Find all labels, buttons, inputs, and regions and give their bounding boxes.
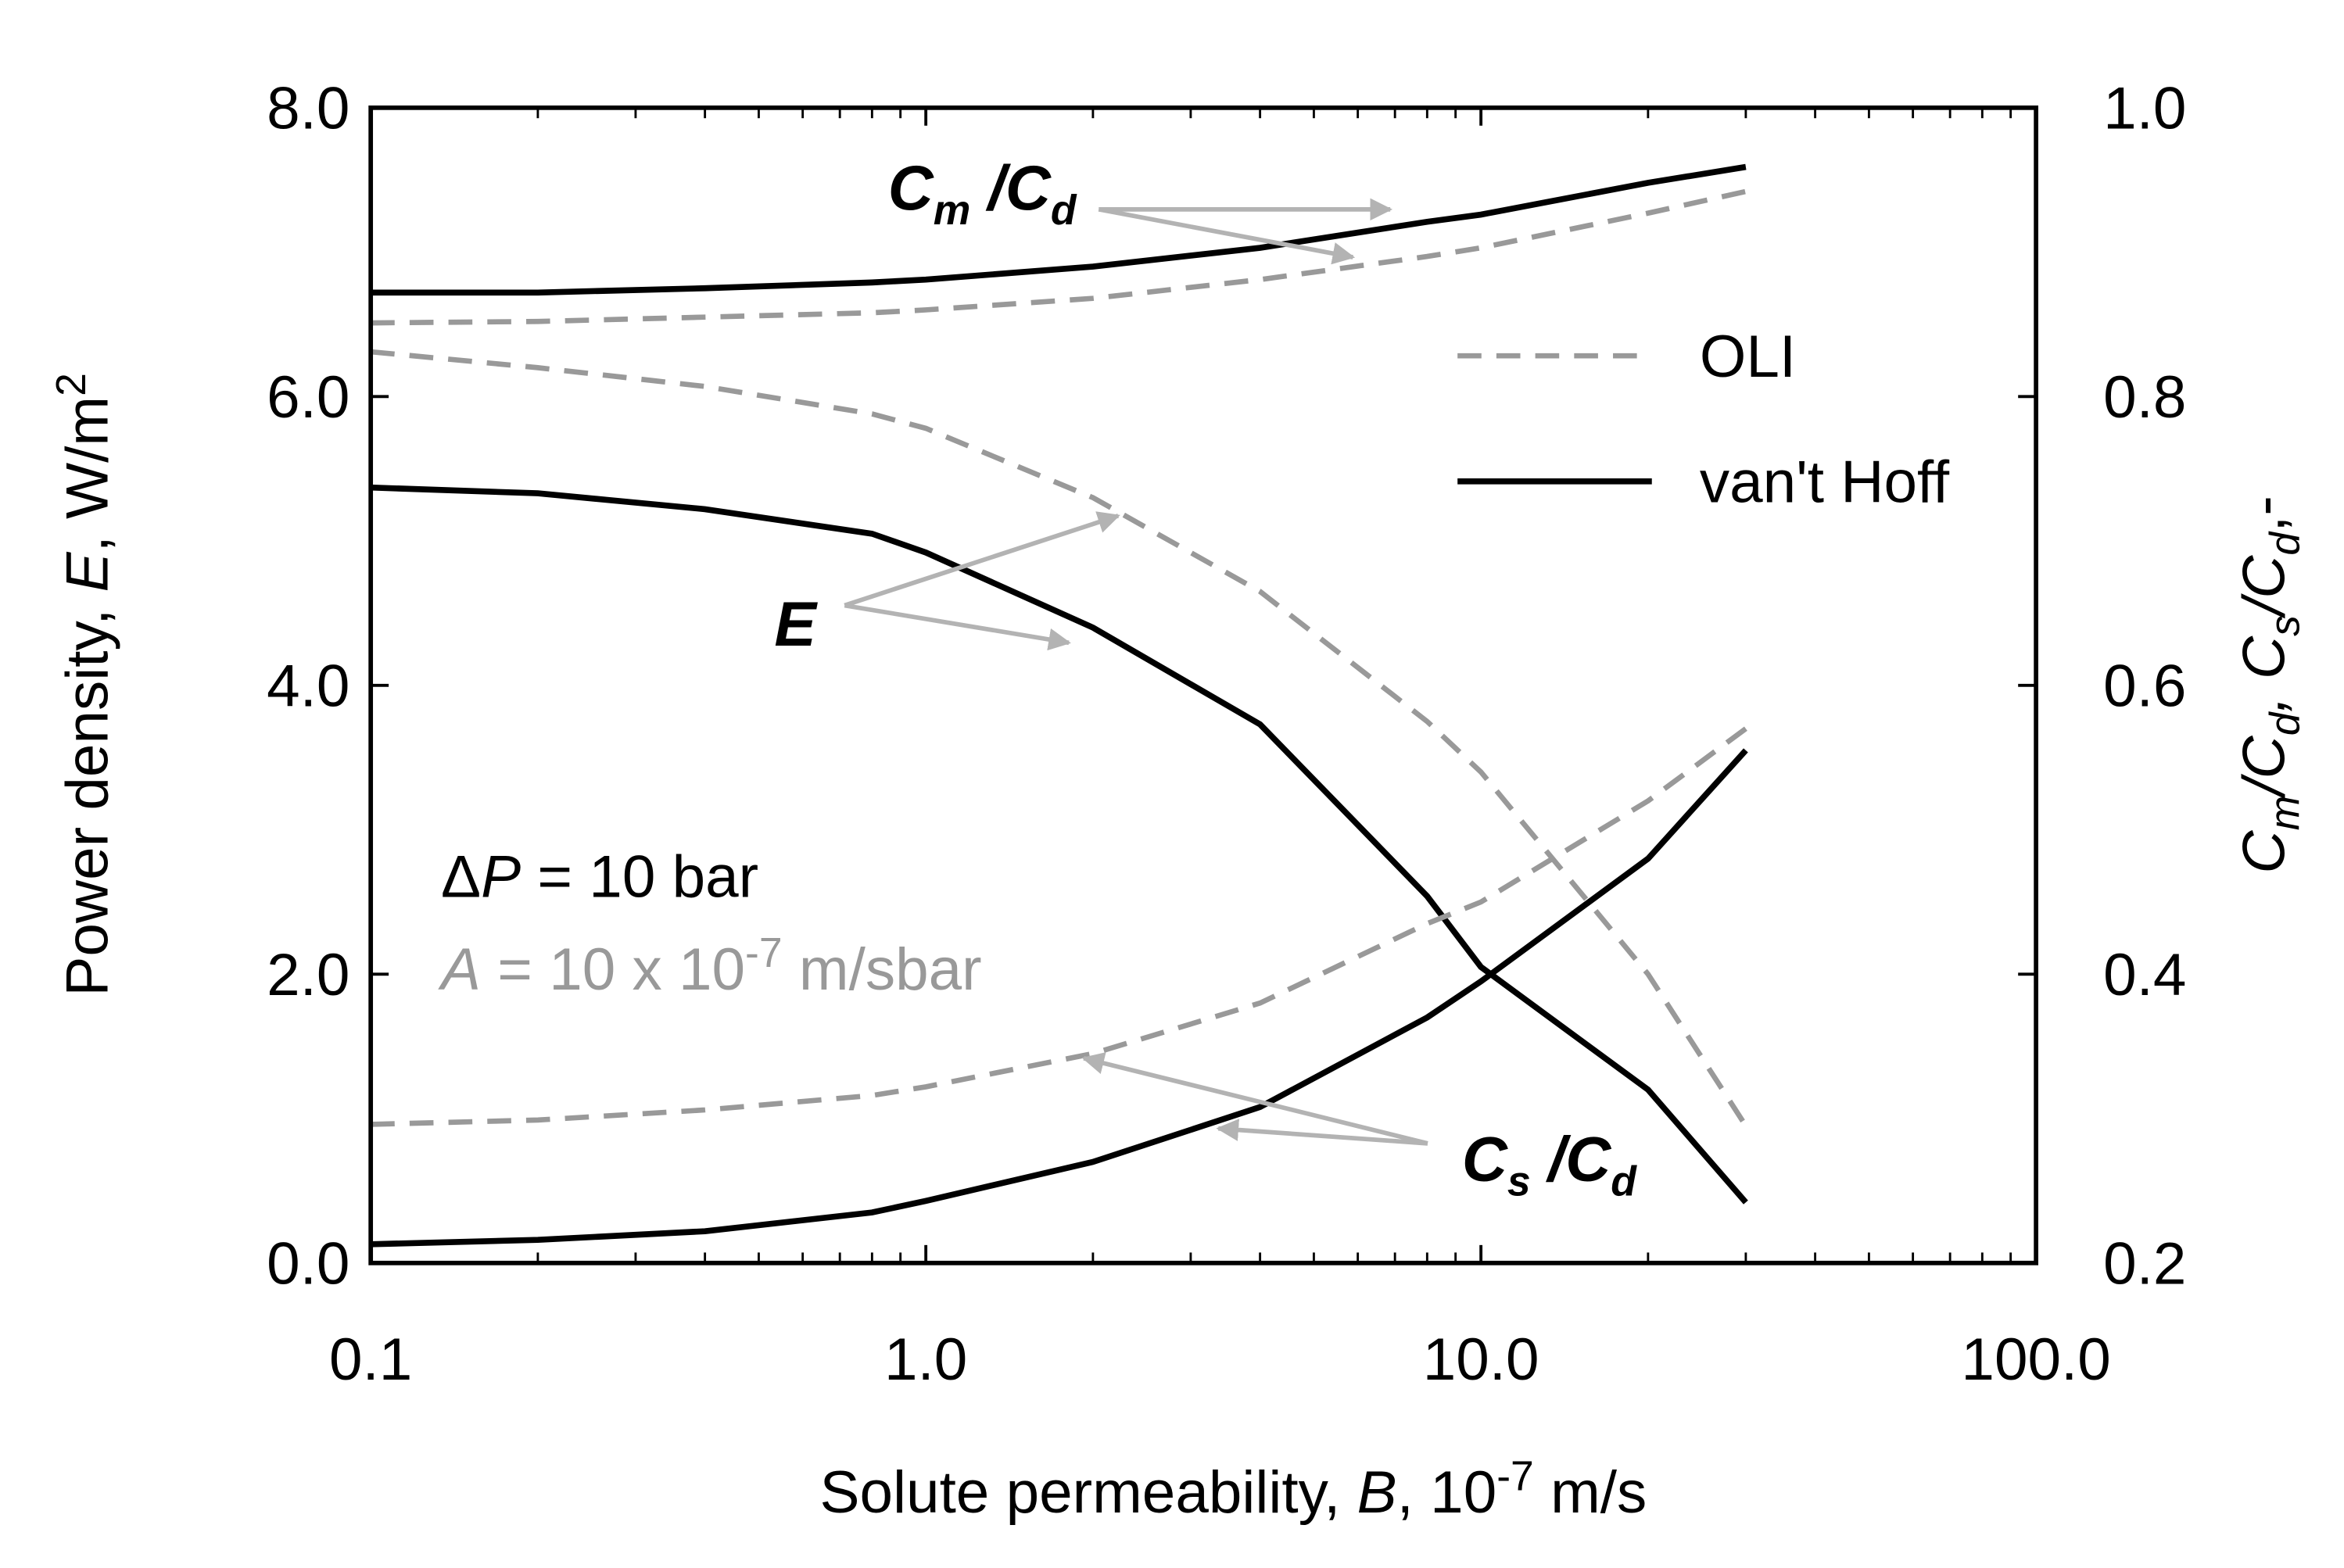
y2-tick-label: 0.2 bbox=[2103, 1231, 2186, 1298]
x-tick-label: 0.1 bbox=[329, 1326, 412, 1393]
y-tick-label: 2.0 bbox=[267, 942, 349, 1008]
x-tick-label: 100.0 bbox=[1961, 1326, 2110, 1393]
cs-annotation: Cs /Cd bbox=[1462, 1125, 1637, 1205]
plot-frame bbox=[368, 105, 2038, 1265]
plot-area: 0.0 2.0 4.0 6.0 8.0 0.2 0.4 0.6 0.8 1.0 0.1 1.0 10.0… bbox=[267, 76, 2186, 1393]
x-tick-label: 1.0 bbox=[884, 1326, 967, 1393]
x-tick-label: 10.0 bbox=[1423, 1326, 1539, 1393]
series-line bbox=[371, 484, 1748, 1205]
y2-tick-label: 0.6 bbox=[2103, 653, 2186, 720]
cm-annotation: Cm /Cd bbox=[888, 153, 1077, 234]
arrow bbox=[1098, 207, 1356, 265]
arrow bbox=[1081, 1052, 1428, 1146]
series-line bbox=[370, 349, 1748, 1128]
arrow bbox=[844, 603, 1071, 651]
e-annotation: E bbox=[774, 589, 818, 660]
arrow bbox=[1216, 1119, 1428, 1146]
series-line bbox=[371, 748, 1748, 1248]
series-line bbox=[371, 188, 1747, 326]
legend-label: OLI bbox=[1700, 324, 1796, 390]
legend-label: van't Hoff bbox=[1700, 449, 1950, 516]
y-tick-label: 6.0 bbox=[267, 364, 349, 431]
x-axis-label: Solute permeability, B, 10-7 m/s bbox=[820, 1453, 1647, 1526]
y-tick-label: 0.0 bbox=[267, 1231, 349, 1298]
series-line bbox=[371, 163, 1747, 296]
y2-tick-label: 0.4 bbox=[2103, 942, 2186, 1008]
y-tick-label: 4.0 bbox=[267, 653, 349, 720]
pressure-annotation: ΔP = 10 bar bbox=[441, 843, 758, 910]
series-line bbox=[371, 726, 1747, 1127]
y2-tick-label: 1.0 bbox=[2103, 76, 2186, 142]
y-axis-label: Power density, E, W/m2 bbox=[48, 373, 121, 997]
arrow bbox=[844, 511, 1120, 608]
y2-tick-label: 0.8 bbox=[2103, 364, 2186, 431]
y2-axis-label: Cm/Cd, Cs/Cd,- bbox=[2231, 496, 2309, 874]
permeability-annotation: A = 10 x 10-7 m/sbar bbox=[438, 930, 982, 1003]
y-tick-label: 8.0 bbox=[267, 76, 349, 142]
